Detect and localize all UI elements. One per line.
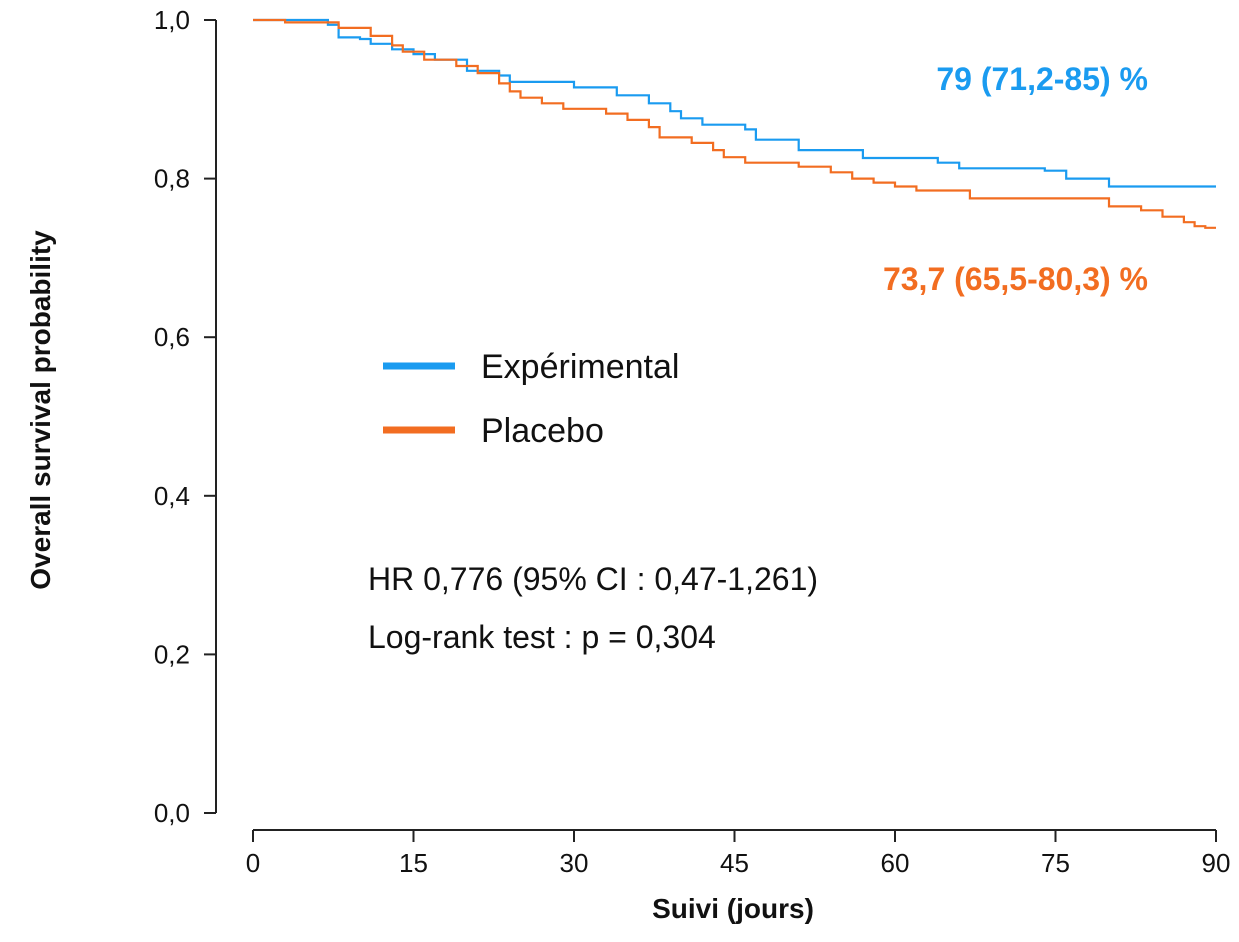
y-tick-label: 0,8 (154, 164, 190, 194)
logrank-annotation: Log-rank test : p = 0,304 (368, 619, 716, 655)
y-tick-label: 0,6 (154, 322, 190, 352)
legend-label-experimental: Expérimental (481, 348, 679, 386)
y-axis-title: Overall survival probability (25, 230, 56, 590)
x-tick-label: 30 (560, 848, 589, 878)
y-tick-label: 1,0 (154, 5, 190, 35)
x-tick-label: 60 (881, 848, 910, 878)
experimental-end-label: 79 (71,2-85) % (936, 61, 1148, 97)
y-ticks: 0,0 0,2 0,4 0,6 0,8 1,0 (154, 5, 216, 828)
x-tick-label: 45 (720, 848, 749, 878)
x-tick-label: 0 (246, 848, 260, 878)
x-tick-label: 90 (1202, 848, 1231, 878)
y-tick-label: 0,4 (154, 481, 190, 511)
x-ticks: 0 15 30 45 60 75 90 (246, 830, 1231, 878)
legend: Expérimental Placebo (383, 348, 679, 450)
x-axis-title: Suivi (jours) (652, 893, 814, 924)
placebo-survival-curve (253, 18, 1216, 229)
x-tick-label: 75 (1041, 848, 1070, 878)
x-tick-label: 15 (399, 848, 428, 878)
series-group (253, 18, 1216, 229)
hazard-ratio-annotation: HR 0,776 (95% CI : 0,47-1,261) (368, 561, 818, 597)
experimental-survival-curve (253, 18, 1216, 188)
y-tick-label: 0,0 (154, 798, 190, 828)
legend-label-placebo: Placebo (481, 412, 604, 450)
y-tick-label: 0,2 (154, 639, 190, 669)
placebo-end-label: 73,7 (65,5-80,3) % (883, 261, 1148, 297)
